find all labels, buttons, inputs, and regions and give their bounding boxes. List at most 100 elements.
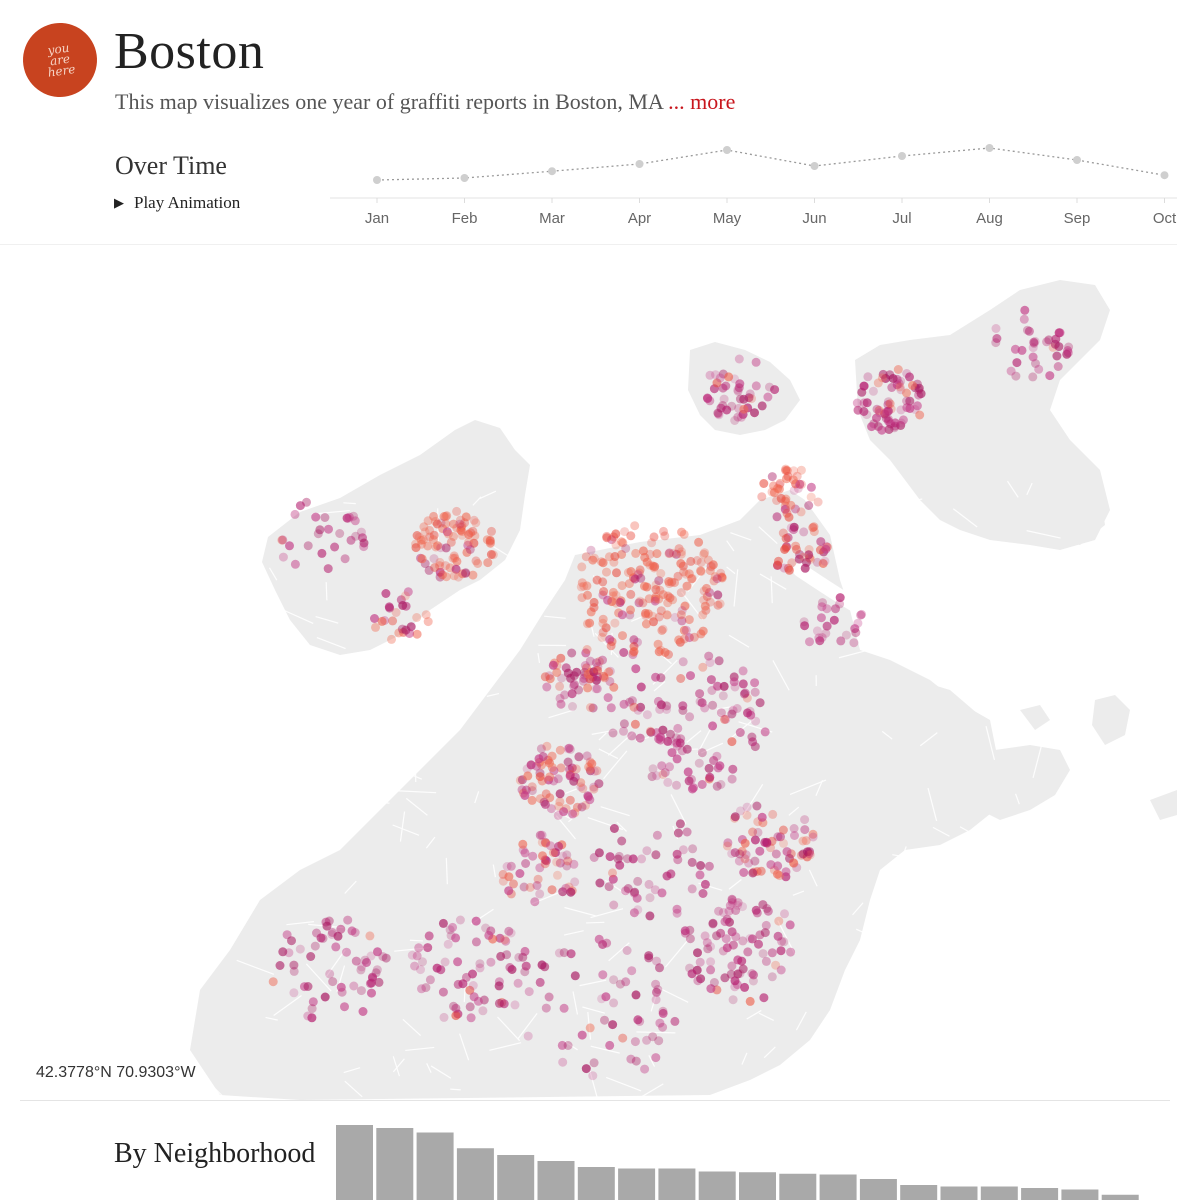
more-link[interactable]: ... more: [668, 89, 736, 114]
graffiti-report-dot: [809, 527, 819, 537]
street-line: [1001, 703, 1033, 714]
timeline-point[interactable]: [985, 144, 994, 152]
graffiti-report-dot: [713, 763, 723, 773]
graffiti-report-dot: [718, 691, 728, 701]
graffiti-report-dot: [642, 582, 652, 592]
graffiti-report-dot: [778, 528, 788, 538]
graffiti-report-dot: [554, 841, 564, 851]
graffiti-report-dot: [893, 365, 903, 374]
street-line: [586, 921, 605, 924]
graffiti-report-dot: [412, 629, 422, 639]
timeline-point[interactable]: [373, 176, 381, 184]
graffiti-report-dot: [581, 1064, 591, 1074]
graffiti-report-dot: [626, 605, 635, 615]
street-line: [216, 668, 245, 676]
over-time-timeline[interactable]: Jan Feb Mar Apr May Jun Jul Aug Sep Oct: [330, 140, 1177, 240]
street-line: [265, 1016, 278, 1021]
graffiti-report-dot: [1044, 335, 1054, 345]
graffiti-report-dot: [762, 904, 772, 913]
graffiti-report-dot: [734, 354, 744, 364]
graffiti-report-dot: [570, 877, 580, 887]
graffiti-report-dot: [717, 572, 727, 582]
timeline-point[interactable]: [810, 162, 819, 170]
neighborhood-bar[interactable]: [497, 1155, 535, 1200]
neighborhood-bar[interactable]: [779, 1173, 817, 1200]
neighborhood-bar[interactable]: [698, 1171, 736, 1200]
land-island-4: [1020, 705, 1050, 730]
graffiti-report-dot: [518, 952, 528, 962]
neighborhood-bar[interactable]: [658, 1168, 696, 1200]
neighborhood-bar[interactable]: [940, 1186, 978, 1200]
graffiti-report-dot: [694, 758, 704, 768]
neighborhood-bar[interactable]: [416, 1132, 454, 1200]
graffiti-report-dot: [684, 776, 694, 786]
neighborhood-bar[interactable]: [456, 1148, 494, 1200]
graffiti-report-dot: [496, 951, 506, 961]
graffiti-report-dot: [371, 622, 380, 632]
graffiti-report-dot: [316, 933, 326, 943]
timeline-month-label: Apr: [628, 210, 651, 227]
graffiti-report-dot: [435, 561, 444, 571]
graffiti-report-dot: [592, 672, 602, 682]
graffiti-report-dot: [598, 618, 608, 628]
graffiti-report-dot: [658, 725, 668, 735]
graffiti-report-dot: [735, 849, 745, 859]
graffiti-report-dot: [697, 748, 707, 758]
graffiti-report-dot: [504, 886, 514, 896]
neighborhood-bar[interactable]: [618, 1168, 656, 1200]
graffiti-report-dot: [538, 851, 547, 861]
graffiti-report-dot: [716, 708, 726, 718]
timeline-point[interactable]: [1073, 156, 1081, 164]
graffiti-report-dot: [656, 673, 666, 683]
graffiti-report-dot: [541, 838, 551, 848]
neighborhood-bar[interactable]: [980, 1186, 1018, 1200]
graffiti-report-dot: [577, 562, 587, 572]
graffiti-report-dot: [896, 376, 906, 386]
play-animation-button[interactable]: ▶ Play Animation: [114, 193, 240, 213]
graffiti-report-dot: [391, 608, 401, 617]
timeline-point[interactable]: [460, 174, 469, 182]
graffiti-report-dot: [568, 702, 577, 711]
graffiti-report-dot: [698, 662, 708, 672]
graffiti-report-dot: [603, 693, 613, 703]
neighborhood-bar[interactable]: [1021, 1188, 1059, 1200]
graffiti-report-dot: [667, 736, 677, 746]
street-line: [594, 632, 619, 658]
neighborhood-bar[interactable]: [1101, 1194, 1139, 1200]
timeline-point[interactable]: [898, 152, 906, 160]
graffiti-report-dot: [759, 993, 769, 1003]
neighborhood-bar[interactable]: [859, 1179, 897, 1200]
graffiti-report-dot: [452, 506, 462, 516]
graffiti-report-dot: [576, 782, 586, 792]
street-line: [900, 935, 911, 966]
neighborhood-bar[interactable]: [900, 1185, 938, 1200]
graffiti-report-dot: [740, 982, 750, 992]
neighborhood-bar[interactable]: [336, 1125, 373, 1200]
graffiti-report-dot: [709, 756, 719, 765]
graffiti-report-dot: [417, 554, 427, 564]
graffiti-map[interactable]: [0, 250, 1177, 1100]
neighborhood-bar[interactable]: [376, 1128, 414, 1200]
graffiti-report-dot: [619, 648, 629, 657]
neighborhood-bar[interactable]: [1061, 1189, 1099, 1200]
graffiti-report-dot: [658, 1008, 668, 1018]
timeline-point[interactable]: [548, 167, 556, 176]
neighborhood-bar[interactable]: [537, 1161, 575, 1200]
graffiti-report-dot: [481, 923, 491, 933]
street-line: [361, 719, 384, 743]
logo[interactable]: you are here: [18, 18, 102, 102]
neighborhood-bar[interactable]: [577, 1167, 615, 1200]
graffiti-report-dot: [495, 933, 505, 943]
graffiti-report-dot: [658, 1006, 668, 1016]
graffiti-report-dot: [397, 624, 407, 634]
neighborhood-bar-chart[interactable]: [330, 1110, 1177, 1200]
graffiti-report-dot: [905, 372, 914, 382]
graffiti-report-dot: [859, 381, 869, 391]
neighborhood-bar[interactable]: [739, 1172, 776, 1200]
timeline-point[interactable]: [635, 160, 644, 168]
timeline-point[interactable]: [723, 146, 731, 154]
timeline-point[interactable]: [1160, 171, 1169, 180]
neighborhood-bar[interactable]: [819, 1174, 857, 1200]
street-line: [409, 939, 424, 942]
street-line: [604, 879, 627, 895]
